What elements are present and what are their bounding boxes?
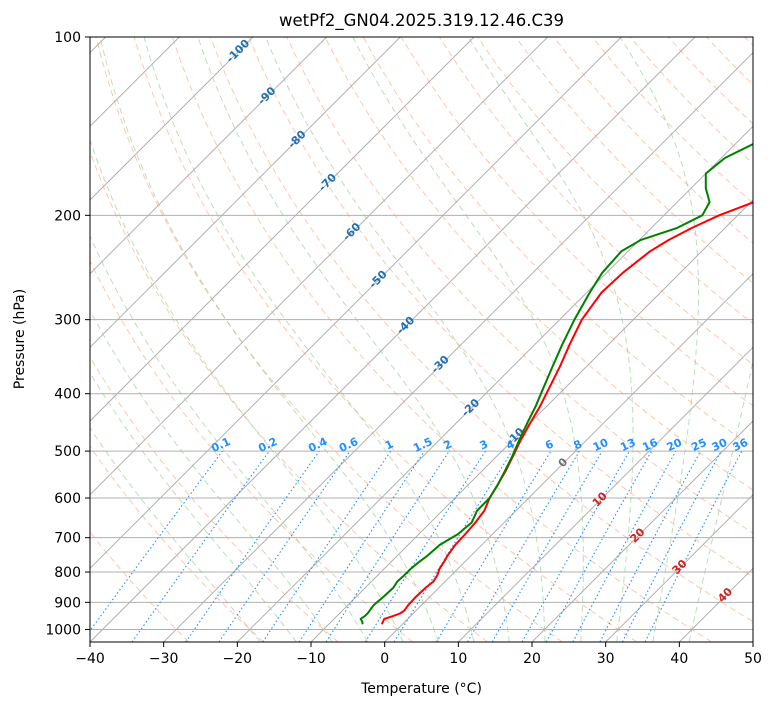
x-tick-label: 20 — [523, 651, 541, 667]
isotherm-line — [90, 37, 401, 349]
dry-adiabat-line — [90, 259, 414, 642]
dry-adiabat-line — [515, 37, 753, 284]
mixing-ratio-label: 16 — [640, 436, 660, 454]
y-tick-label: 900 — [54, 595, 81, 611]
y-tick-label: 100 — [54, 30, 81, 46]
moist-adiabat-line — [688, 358, 753, 642]
y-tick-label: 800 — [54, 565, 81, 581]
y-tick-label: 300 — [54, 313, 81, 329]
moist-adiabat-line — [90, 138, 404, 642]
y-tick-label: 200 — [54, 208, 81, 224]
mixing-ratio-label: 25 — [689, 436, 708, 454]
dry-adiabat-line — [477, 37, 753, 325]
y-tick-label: 400 — [54, 387, 81, 403]
isotherm-line — [236, 125, 753, 642]
isotherm-line — [90, 37, 254, 201]
moist-adiabat-line — [90, 235, 369, 642]
isotherm-line — [531, 420, 753, 642]
isotherm-line — [310, 199, 753, 642]
x-axis-label: Temperature (°C) — [360, 681, 482, 697]
dry-adiabat-line — [95, 37, 563, 642]
y-tick-label: 600 — [54, 491, 81, 507]
moist-adiabat-line — [619, 37, 699, 642]
y-tick-label: 1000 — [45, 622, 81, 638]
moist-adiabat-line — [99, 37, 439, 642]
x-tick-label: −40 — [75, 651, 105, 667]
dry-adiabat-line — [90, 356, 339, 642]
mixing-ratio-line — [325, 450, 450, 642]
y-axis-label: Pressure (hPa) — [12, 289, 28, 389]
mixing-ratio-line — [298, 450, 425, 642]
moist-adiabat-line — [90, 371, 297, 642]
mixing-ratio-line — [185, 450, 320, 642]
mixing-ratio-label: 10 — [591, 436, 611, 454]
x-tick-label: 50 — [744, 651, 762, 667]
mixing-ratio-line — [218, 450, 351, 642]
mixing-ratio-label: 13 — [618, 436, 637, 454]
x-tick-label: 0 — [380, 651, 389, 667]
mixing-ratio-line — [393, 450, 513, 642]
mixing-ratio-label: 36 — [731, 436, 751, 454]
moist-adiabat-line — [197, 37, 510, 642]
mixing-ratio-line — [545, 450, 653, 642]
isotherm-line — [457, 346, 753, 642]
grid-lines — [90, 37, 753, 642]
isotherm-line — [90, 37, 549, 496]
mixing-ratio-line — [131, 450, 270, 642]
x-tick-label: 30 — [597, 651, 615, 667]
mixing-ratio-lines — [90, 450, 743, 642]
moist-adiabat-line — [265, 37, 546, 642]
moist-adiabats — [90, 37, 753, 642]
dry-adiabat-line — [90, 150, 488, 642]
mixing-ratio-line — [644, 450, 743, 642]
isotherm-line — [90, 37, 696, 642]
x-tick-label: −20 — [223, 651, 253, 667]
dry-adiabat-line — [400, 37, 753, 407]
mixing-ratio-line — [262, 450, 392, 642]
isotherm-line — [605, 493, 753, 642]
y-tick-label: 700 — [54, 531, 81, 547]
dry-adiabat-line — [171, 37, 712, 642]
y-tick-label: 500 — [54, 444, 81, 460]
dry-adiabat-line — [90, 445, 264, 642]
mixing-ratio-line — [572, 450, 677, 642]
x-tick-label: 10 — [449, 651, 467, 667]
moist-adiabat-line — [352, 37, 584, 642]
isotherm-line — [384, 272, 753, 642]
mixing-ratio-line — [521, 450, 630, 642]
x-tick-label: −10 — [296, 651, 326, 667]
dry-adiabat-line — [209, 37, 753, 623]
moist-adiabat-line — [90, 309, 333, 642]
x-tick-label: −30 — [149, 651, 179, 667]
dry-adiabat-line — [438, 37, 753, 366]
x-tick-label: 40 — [670, 651, 688, 667]
mixing-ratio-line — [90, 450, 223, 632]
isotherm-line — [90, 37, 475, 422]
isotherm-line — [90, 37, 622, 570]
profile-series — [359, 142, 753, 625]
dewpoint-profile-line — [359, 142, 753, 625]
isotherm-line — [90, 37, 328, 275]
temperature-profile-line — [380, 201, 753, 625]
moist-adiabat-line — [143, 37, 475, 642]
chart-title: wetPf2_GN04.2025.319.12.46.C39 — [279, 11, 564, 31]
plot-frame — [89, 36, 754, 643]
moist-adiabat-line — [90, 427, 261, 642]
isotherm-line — [163, 51, 753, 642]
mixing-ratio-label: 20 — [665, 436, 685, 454]
mixing-ratio-label: 30 — [710, 436, 730, 454]
axes: −40 −30 −20 −10 0 10 20 30 40 50 100 200 300 400 500 60… — [45, 30, 762, 667]
